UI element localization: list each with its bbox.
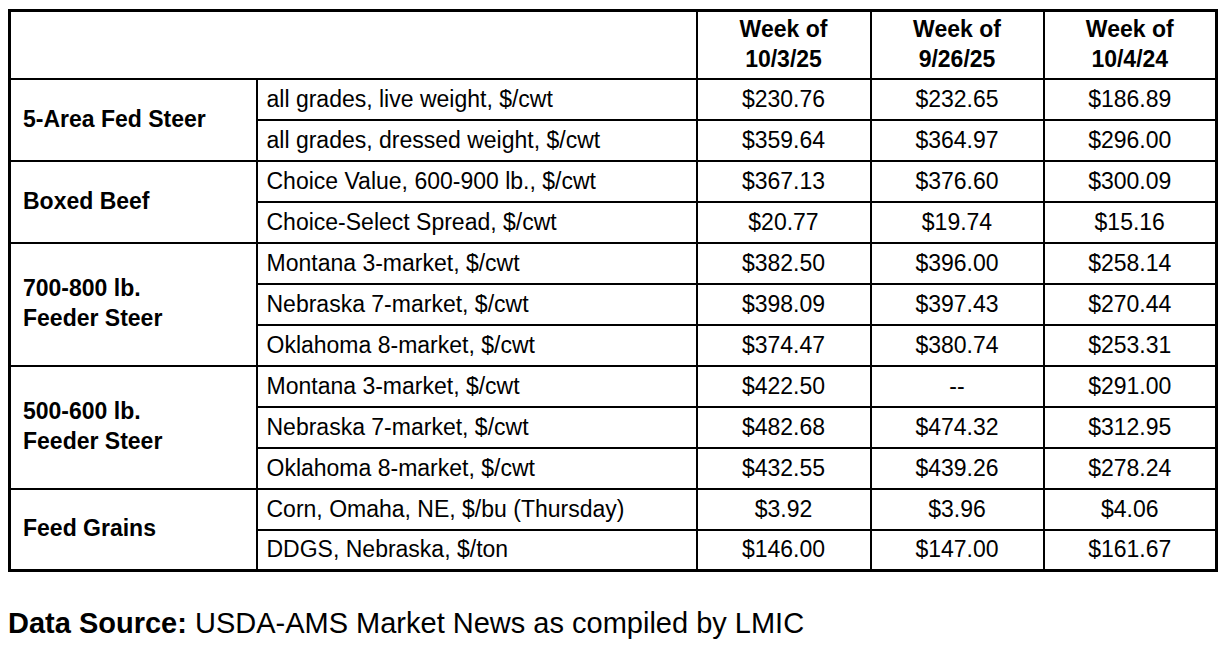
value-cell: $161.67 (1044, 530, 1217, 571)
row-label: Montana 3-market, $/cwt (257, 243, 697, 284)
value-cell: $374.47 (697, 325, 871, 366)
row-label: Choice-Select Spread, $/cwt (257, 202, 697, 243)
column-header-week-1: Week of 10/3/25 (697, 11, 871, 79)
group-label-500-600-feeder-steer: 500-600 lb. Feeder Steer (10, 366, 257, 489)
value-cell: $364.97 (871, 120, 1044, 161)
value-cell: $146.00 (697, 530, 871, 571)
value-cell: $270.44 (1044, 284, 1217, 325)
row-label: Choice Value, 600-900 lb., $/cwt (257, 161, 697, 202)
group-label-feed-grains: Feed Grains (10, 489, 257, 571)
group-label-5-area-fed-steer: 5-Area Fed Steer (10, 79, 257, 161)
value-cell: $3.96 (871, 489, 1044, 530)
column-header-week-2: Week of 9/26/25 (871, 11, 1044, 79)
table-row: 700-800 lb. Feeder Steer Montana 3-marke… (10, 243, 1217, 284)
data-source-label: Data Source: (8, 607, 187, 639)
header-corner-cell (10, 11, 697, 79)
value-cell: $382.50 (697, 243, 871, 284)
table-row: Feed Grains Corn, Omaha, NE, $/bu (Thurs… (10, 489, 1217, 530)
value-cell: $432.55 (697, 448, 871, 489)
weekly-price-table: Week of 10/3/25 Week of 9/26/25 Week of … (8, 9, 1218, 572)
data-source-line: Data Source: USDA-AMS Market News as com… (8, 607, 804, 640)
data-source-text: USDA-AMS Market News as compiled by LMIC (187, 607, 804, 639)
market-report-page: Week of 10/3/25 Week of 9/26/25 Week of … (0, 0, 1229, 658)
value-cell: $376.60 (871, 161, 1044, 202)
value-cell: $232.65 (871, 79, 1044, 120)
value-cell: $296.00 (1044, 120, 1217, 161)
value-cell: $398.09 (697, 284, 871, 325)
value-cell: $396.00 (871, 243, 1044, 284)
row-label: Oklahoma 8-market, $/cwt (257, 325, 697, 366)
value-cell: $15.16 (1044, 202, 1217, 243)
row-label: Oklahoma 8-market, $/cwt (257, 448, 697, 489)
value-cell: $422.50 (697, 366, 871, 407)
column-header-week-3: Week of 10/4/24 (1044, 11, 1217, 79)
table-row: Boxed Beef Choice Value, 600-900 lb., $/… (10, 161, 1217, 202)
table-row: 500-600 lb. Feeder Steer Montana 3-marke… (10, 366, 1217, 407)
header-row: Week of 10/3/25 Week of 9/26/25 Week of … (10, 11, 1217, 79)
value-cell: $397.43 (871, 284, 1044, 325)
value-cell: $312.95 (1044, 407, 1217, 448)
table-row: 5-Area Fed Steer all grades, live weight… (10, 79, 1217, 120)
row-label: Montana 3-market, $/cwt (257, 366, 697, 407)
value-cell: $439.26 (871, 448, 1044, 489)
group-label-700-800-feeder-steer: 700-800 lb. Feeder Steer (10, 243, 257, 366)
value-cell: $278.24 (1044, 448, 1217, 489)
row-label: Nebraska 7-market, $/cwt (257, 284, 697, 325)
value-cell: $367.13 (697, 161, 871, 202)
row-label: all grades, dressed weight, $/cwt (257, 120, 697, 161)
value-cell: $253.31 (1044, 325, 1217, 366)
value-cell: $291.00 (1044, 366, 1217, 407)
value-cell: $482.68 (697, 407, 871, 448)
value-cell: $359.64 (697, 120, 871, 161)
value-cell: -- (871, 366, 1044, 407)
value-cell: $147.00 (871, 530, 1044, 571)
value-cell: $3.92 (697, 489, 871, 530)
value-cell: $474.32 (871, 407, 1044, 448)
value-cell: $4.06 (1044, 489, 1217, 530)
value-cell: $258.14 (1044, 243, 1217, 284)
value-cell: $380.74 (871, 325, 1044, 366)
value-cell: $230.76 (697, 79, 871, 120)
row-label: all grades, live weight, $/cwt (257, 79, 697, 120)
row-label: DDGS, Nebraska, $/ton (257, 530, 697, 571)
row-label: Corn, Omaha, NE, $/bu (Thursday) (257, 489, 697, 530)
value-cell: $20.77 (697, 202, 871, 243)
group-label-boxed-beef: Boxed Beef (10, 161, 257, 243)
value-cell: $19.74 (871, 202, 1044, 243)
value-cell: $300.09 (1044, 161, 1217, 202)
value-cell: $186.89 (1044, 79, 1217, 120)
row-label: Nebraska 7-market, $/cwt (257, 407, 697, 448)
